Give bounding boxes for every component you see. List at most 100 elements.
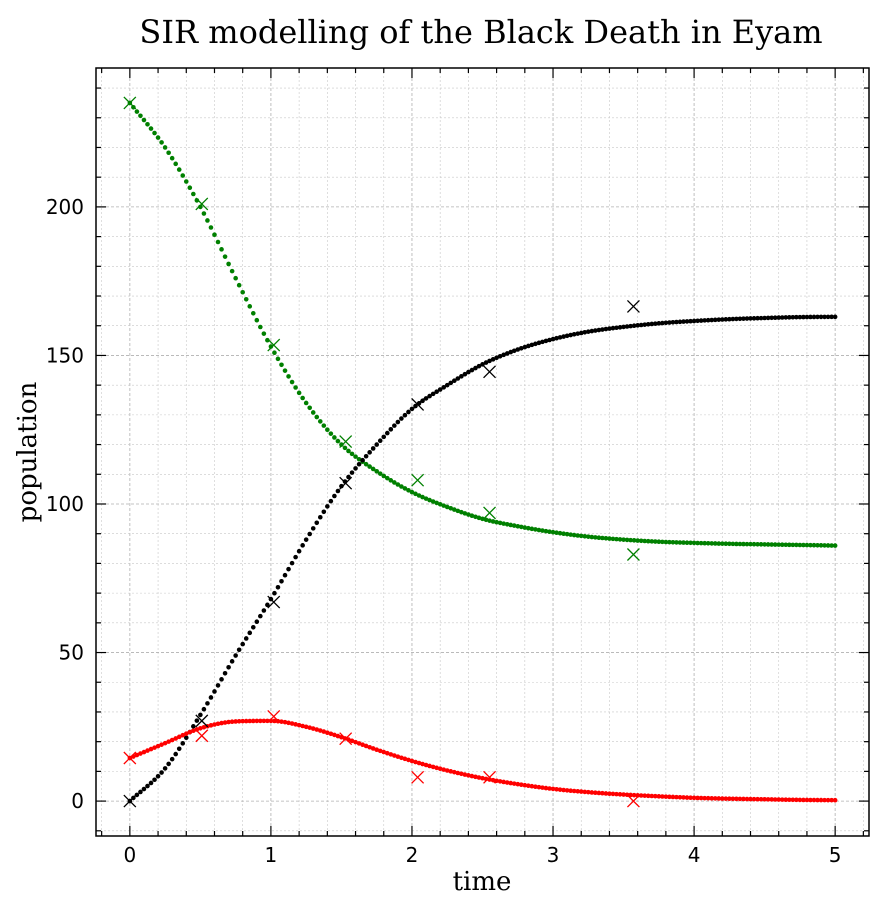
model-point bbox=[233, 275, 238, 281]
model-point bbox=[667, 320, 672, 325]
model-point bbox=[279, 719, 284, 724]
model-point bbox=[815, 314, 820, 320]
model-point bbox=[522, 344, 528, 350]
model-point bbox=[459, 374, 464, 379]
model-point bbox=[596, 535, 602, 541]
model-point bbox=[303, 724, 309, 730]
model-point bbox=[804, 797, 810, 803]
model-point bbox=[554, 335, 559, 341]
model-point bbox=[226, 261, 231, 267]
model-point bbox=[755, 796, 760, 802]
model-point bbox=[455, 508, 461, 514]
model-point bbox=[466, 773, 471, 778]
model-point bbox=[533, 527, 538, 532]
model-point bbox=[670, 539, 676, 545]
model-point bbox=[377, 471, 383, 476]
observed-point bbox=[483, 365, 497, 379]
model-point bbox=[829, 543, 834, 548]
model-point bbox=[656, 794, 662, 799]
model-point bbox=[335, 438, 341, 444]
model-point bbox=[582, 533, 588, 539]
model-point bbox=[607, 791, 612, 796]
model-point bbox=[353, 739, 358, 745]
model-point bbox=[480, 516, 485, 522]
model-point bbox=[483, 517, 489, 523]
model-point bbox=[808, 314, 813, 320]
model-point bbox=[494, 355, 499, 361]
model-point bbox=[811, 542, 817, 548]
x-tick-label: 1 bbox=[265, 843, 278, 867]
model-point bbox=[434, 500, 439, 506]
model-point bbox=[162, 740, 168, 746]
model-point bbox=[272, 590, 277, 596]
model-point bbox=[589, 328, 595, 334]
model-point bbox=[180, 173, 186, 178]
model-point bbox=[247, 304, 253, 309]
model-point bbox=[663, 320, 669, 326]
y-tick-label: 0 bbox=[71, 789, 84, 813]
model-point bbox=[282, 368, 288, 373]
model-point bbox=[642, 538, 648, 544]
observed-point bbox=[123, 96, 137, 110]
model-point bbox=[205, 218, 210, 223]
model-point bbox=[296, 548, 302, 554]
model-point bbox=[550, 786, 556, 792]
model-series-1 bbox=[127, 314, 838, 804]
model-point bbox=[296, 722, 302, 728]
model-point bbox=[314, 520, 320, 526]
model-point bbox=[511, 523, 517, 528]
model-point bbox=[370, 746, 376, 751]
model-point bbox=[596, 790, 602, 796]
model-point bbox=[540, 785, 545, 790]
model-point bbox=[765, 315, 771, 321]
model-point bbox=[744, 316, 750, 321]
model-point bbox=[543, 785, 549, 791]
model-point bbox=[515, 347, 521, 352]
model-point bbox=[751, 541, 757, 547]
model-point bbox=[441, 767, 447, 772]
model-point bbox=[508, 780, 514, 786]
model-point bbox=[762, 315, 767, 321]
model-point bbox=[702, 318, 707, 323]
model-point bbox=[677, 794, 683, 800]
model-point bbox=[480, 362, 485, 367]
model-point bbox=[473, 774, 478, 780]
observed-point bbox=[339, 435, 353, 449]
model-point bbox=[219, 247, 224, 252]
model-point bbox=[402, 412, 408, 418]
model-point bbox=[571, 532, 577, 538]
model-point bbox=[423, 396, 429, 401]
model-point bbox=[730, 316, 736, 322]
model-point bbox=[286, 720, 291, 726]
model-point bbox=[310, 410, 316, 415]
model-point bbox=[578, 533, 584, 539]
model-point bbox=[222, 720, 228, 725]
model-point bbox=[719, 317, 725, 322]
model-point bbox=[427, 763, 432, 769]
model-point bbox=[476, 363, 482, 369]
model-point bbox=[166, 150, 171, 156]
model-point bbox=[328, 431, 334, 436]
model-point bbox=[194, 727, 200, 732]
model-point bbox=[229, 268, 235, 274]
model-point bbox=[804, 314, 810, 320]
model-point bbox=[737, 316, 743, 322]
model-point bbox=[317, 419, 323, 424]
model-point bbox=[374, 747, 380, 752]
model-point bbox=[335, 488, 341, 494]
model-point bbox=[518, 782, 524, 787]
model-point bbox=[198, 712, 203, 718]
model-point bbox=[585, 329, 591, 334]
model-point bbox=[243, 296, 249, 302]
model-point bbox=[187, 729, 193, 735]
model-point bbox=[250, 310, 256, 316]
model-point bbox=[529, 526, 535, 532]
model-point bbox=[226, 719, 231, 725]
y-tick-label: 200 bbox=[46, 195, 84, 219]
model-point bbox=[797, 314, 803, 320]
model-point bbox=[212, 689, 217, 694]
model-point bbox=[628, 323, 633, 329]
observed-point bbox=[195, 714, 209, 728]
model-point bbox=[801, 797, 806, 803]
model-point bbox=[166, 739, 171, 744]
